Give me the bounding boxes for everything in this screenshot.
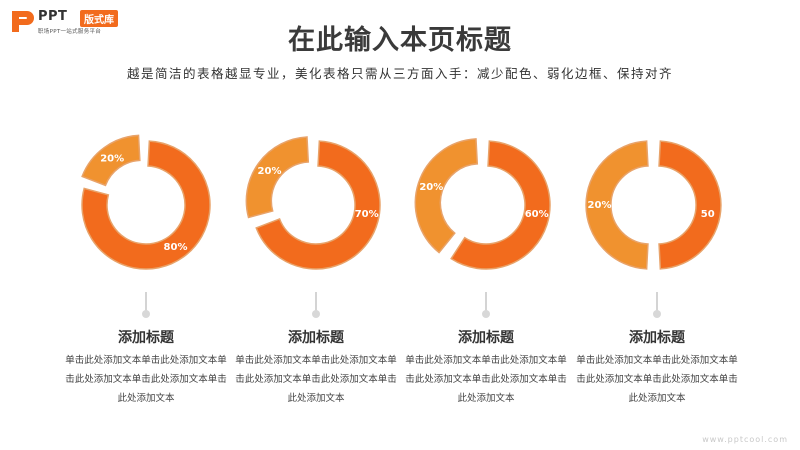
donut-chart: 20% 70% [245, 136, 381, 270]
donut-segment-main [450, 140, 551, 270]
donut-chart: 20% 50 [585, 140, 722, 270]
donut-segment-main [658, 140, 722, 270]
item-body-text: 单击此处添加文本单击此处添加文本单击此处添加文本单击此处添加文本单击此处添加文本 [235, 355, 397, 404]
logo-tagline: 职场PPT一站式服务平台 [38, 29, 102, 35]
connector-line [485, 292, 487, 312]
connector-line [656, 292, 658, 312]
donut-segment-secondary [414, 138, 479, 254]
connector-dot [142, 310, 150, 318]
page-title: 在此输入本页标题 [288, 25, 512, 56]
logo-text: PPT [38, 9, 68, 24]
secondary-percent-label: 20% [258, 166, 282, 177]
connector-dot [482, 310, 490, 318]
connector-line [315, 292, 317, 312]
item-body-text: 单击此处添加文本单击此处添加文本单击此处添加文本单击此处添加文本单击此处添加文本 [576, 355, 738, 404]
logo-mark-icon [12, 11, 34, 32]
stat-card: 20% 50 添加标题 单击此处添加文本单击此处添加文本单击此处添加文本单击此处… [571, 130, 743, 410]
item-title: 添加标题 [458, 330, 514, 346]
secondary-percent-label: 20% [419, 182, 443, 193]
stat-card: 20% 60% 添加标题 单击此处添加文本单击此处添加文本单击此处添加文本单击此… [400, 130, 572, 410]
item-body-text: 单击此处添加文本单击此处添加文本单击此处添加文本单击此处添加文本单击此处添加文本 [405, 355, 567, 404]
stat-card: 20% 70% 添加标题 单击此处添加文本单击此处添加文本单击此处添加文本单击此… [230, 130, 402, 410]
secondary-percent-label: 20% [100, 154, 124, 165]
donut-chart: 20% 80% [81, 134, 211, 270]
item-title: 添加标题 [629, 330, 685, 346]
main-percent-label: 50 [701, 209, 715, 220]
brand-logo: PPT 版式库 职场PPT一站式服务平台 [10, 8, 150, 38]
connector-dot [653, 310, 661, 318]
donut-segment-secondary [245, 136, 310, 219]
connector-line [145, 292, 147, 312]
item-body-text: 单击此处添加文本单击此处添加文本单击此处添加文本单击此处添加文本单击此处添加文本 [65, 355, 227, 404]
donut-segment-secondary [81, 134, 141, 187]
main-percent-label: 70% [355, 209, 379, 220]
item-title: 添加标题 [288, 330, 344, 346]
donut-segment-main [81, 140, 211, 270]
secondary-percent-label: 20% [588, 200, 612, 211]
stat-card: 20% 80% 添加标题 单击此处添加文本单击此处添加文本单击此处添加文本单击此… [60, 130, 232, 410]
donut-segment-secondary [585, 140, 649, 270]
donut-chart: 20% 60% [414, 138, 551, 270]
watermark: www.pptcool.com [702, 435, 788, 444]
connector-dot [312, 310, 320, 318]
donut-segment-main [255, 140, 381, 270]
main-percent-label: 60% [525, 209, 549, 220]
logo-badge: 版式库 [80, 10, 118, 27]
item-title: 添加标题 [118, 330, 174, 346]
main-percent-label: 80% [164, 242, 188, 253]
page-subtitle: 越是简洁的表格越显专业，美化表格只需从三方面入手：减少配色、弱化边框、保持对齐 [126, 66, 673, 81]
